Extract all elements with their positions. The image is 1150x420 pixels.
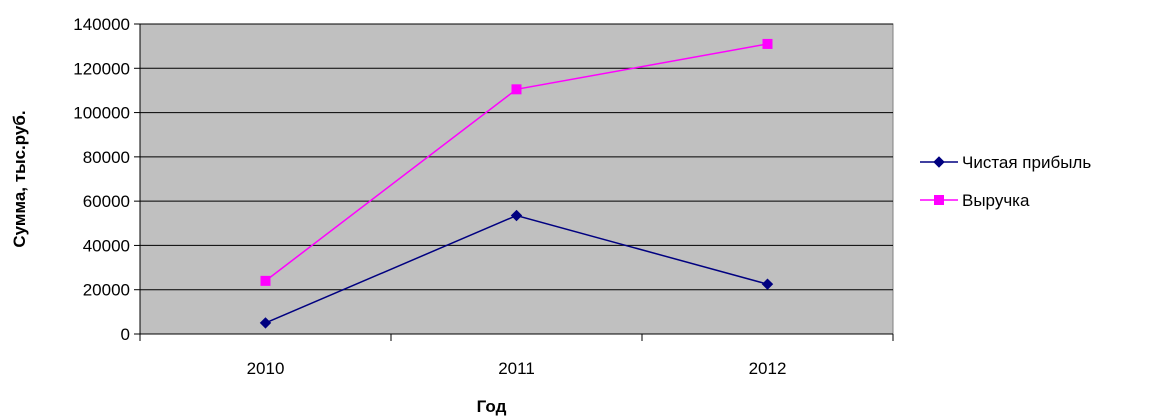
y-tick-label: 20000 — [83, 281, 130, 300]
x-tick-label: 2011 — [498, 359, 535, 378]
series-1 — [259, 209, 774, 329]
data-point — [511, 84, 522, 95]
legend-label: Чистая прибыль — [962, 153, 1091, 172]
data-point — [259, 317, 272, 329]
series — [259, 38, 774, 329]
legend-item: Чистая прибыль — [920, 153, 1091, 172]
y-tick-label: 120000 — [73, 59, 130, 78]
data-point — [761, 278, 774, 290]
axes — [139, 24, 894, 341]
gridlines — [134, 23, 893, 335]
y-tick-label: 40000 — [83, 236, 130, 255]
x-tick-label: 2010 — [247, 359, 285, 378]
legend-marker — [933, 156, 945, 168]
x-axis-title: Год — [477, 397, 507, 416]
data-point — [762, 38, 773, 49]
data-point — [260, 275, 271, 286]
y-tick-labels: 0 20000 40000 60000 80000 100000 120000 140000 — [73, 15, 130, 344]
legend-marker — [934, 195, 944, 205]
y-tick-label: 80000 — [83, 148, 130, 167]
legend: Чистая прибыль Выручка — [920, 153, 1091, 210]
y-tick-label: 0 — [121, 325, 130, 344]
data-point — [510, 209, 523, 222]
legend-label: Выручка — [962, 191, 1030, 210]
series-2 — [260, 38, 773, 286]
y-tick-label: 140000 — [73, 15, 130, 34]
y-tick-label: 100000 — [73, 104, 130, 123]
x-tick-labels: 2010 2011 2012 — [247, 359, 787, 378]
legend-item: Выручка — [920, 191, 1030, 210]
y-axis-title: Сумма, тыс.руб. — [10, 110, 29, 247]
x-tick-label: 2012 — [749, 359, 787, 378]
y-tick-label: 60000 — [83, 192, 130, 211]
plot-area — [139, 23, 894, 335]
